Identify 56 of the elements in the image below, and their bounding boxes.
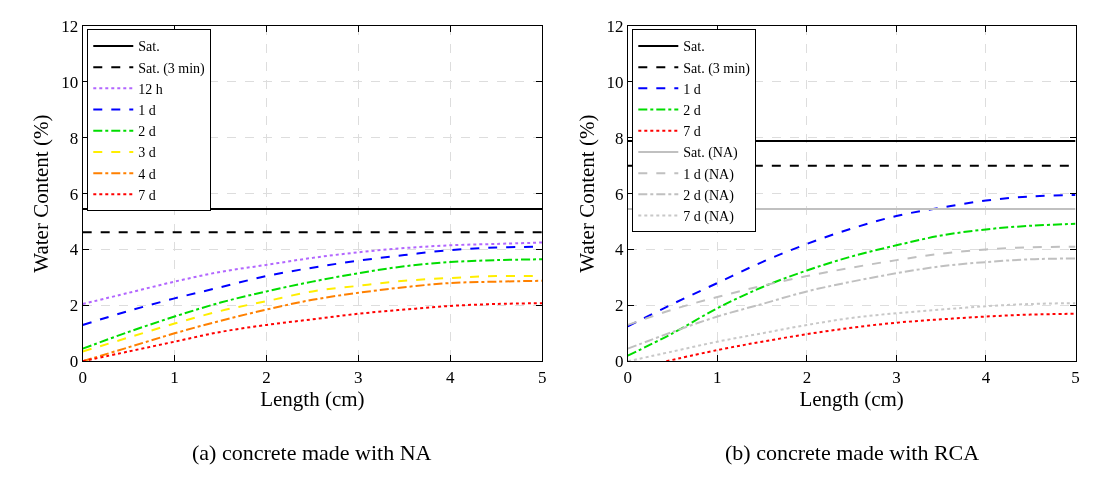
y-tick-label: 12 [61,16,79,36]
x-tick-label: 4 [981,367,991,387]
legend-label: Sat. (3 min) [138,60,206,77]
y-tick-label: 2 [614,296,624,316]
y-tick-label: 4 [69,240,79,260]
y-tick-label: 6 [69,184,79,204]
legend-label: 3 d [138,145,156,161]
legend-label: 2 d (NA) [683,187,735,204]
legend-label: Sat. (NA) [683,145,739,162]
line-series [82,302,543,362]
line-series [665,312,1076,362]
legend-label: 7 d (NA) [683,209,735,226]
y-tick-label: 0 [69,352,79,372]
x-tick-label: 3 [892,367,901,387]
x-tick-label: 3 [354,367,363,387]
x-axis-title: Length (cm) [260,386,365,411]
x-axis-title: Length (cm) [799,386,904,411]
y-tick-label: 6 [614,184,624,204]
legend-label: Sat. [683,39,705,55]
y-tick-label: 10 [61,72,79,92]
legend-label: 12 h [138,81,163,97]
line-series [627,302,1076,362]
line-series [82,241,543,305]
legend-label: Sat. [138,39,160,55]
y-tick-label: 4 [614,240,624,260]
y-axis-title: Water Content (%) [574,114,599,273]
line-series [627,245,1076,326]
x-tick-label: 2 [802,367,812,387]
legend-label: 1 d [138,103,156,119]
x-tick-label: 2 [262,367,271,387]
x-tick-label: 5 [1071,367,1080,387]
line-series [82,279,543,362]
legend-label: 2 d [683,103,701,119]
legend-label: 2 d [138,124,156,140]
y-tick-label: 8 [69,128,79,148]
legend-label: Sat. (3 min) [683,60,751,77]
line-series [627,222,1076,357]
y-tick-label: 8 [614,128,624,148]
y-tick-label: 0 [614,352,624,372]
legend-label: 4 d [138,166,156,182]
y-tick-label: 12 [606,16,624,36]
legend-label: 1 d (NA) [683,166,735,183]
x-tick-label: 1 [170,367,179,387]
legend-label: 7 d [683,124,701,140]
line-series [82,258,543,350]
legend-label: 1 d [683,81,701,97]
x-tick-label: 1 [713,367,722,387]
text: (b) concrete made with RCA [725,440,980,465]
x-tick-label: 5 [537,367,547,387]
x-tick-label: 4 [446,367,456,387]
text: (a) concrete made with NA [192,440,432,465]
y-tick-label: 2 [69,296,79,316]
y-tick-label: 10 [606,72,624,92]
line-series [627,257,1076,350]
y-axis-title: Water Content (%) [29,114,54,273]
legend-label: 7 d [138,187,156,203]
